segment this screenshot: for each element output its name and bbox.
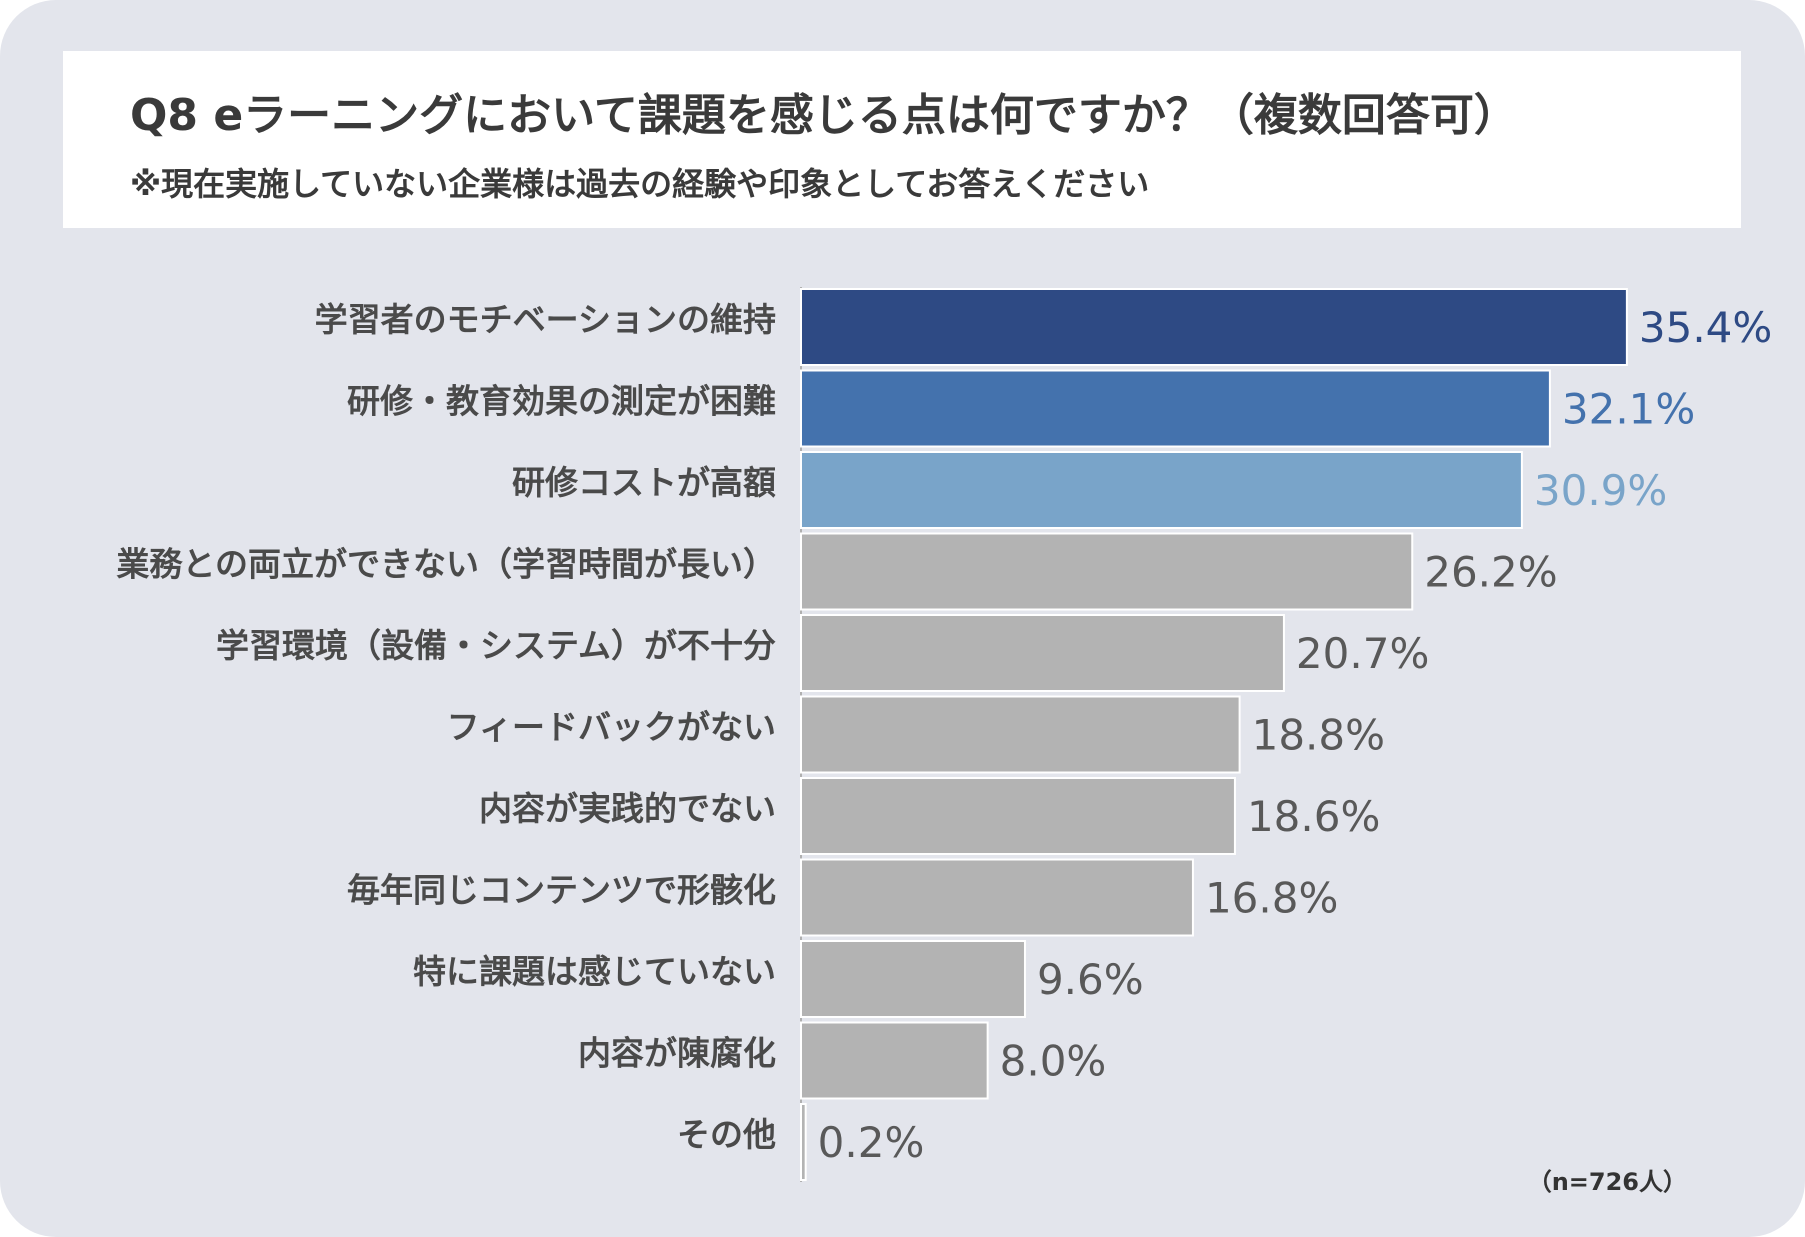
value-label-11: 0.2% [818, 1118, 925, 1167]
category-label-3: 研修コストが高額 [512, 463, 776, 502]
value-label-6: 18.8% [1252, 711, 1385, 760]
value-label-4: 26.2% [1424, 548, 1557, 597]
value-label-9: 9.6% [1037, 955, 1144, 1004]
bar-9 [800, 940, 1026, 1018]
category-label-2: 研修・教育効果の測定が困難 [347, 382, 776, 421]
bar-6 [800, 695, 1241, 774]
chart-subtitle: ※現在実施していない企業様は過去の経験や印象としてお答えください [130, 165, 1150, 203]
category-label-6: フィードバックがない [447, 708, 776, 747]
bar-11 [800, 1103, 807, 1181]
bar-3 [800, 451, 1523, 529]
category-label-11: その他 [677, 1115, 776, 1154]
value-label-1: 35.4% [1639, 303, 1772, 352]
bar-1 [800, 288, 1628, 366]
bar-7 [800, 777, 1236, 855]
value-label-2: 32.1% [1562, 385, 1695, 434]
bar-2 [800, 369, 1551, 448]
sample-size-note: （n=726人） [1527, 1168, 1687, 1196]
bar-5 [800, 614, 1285, 692]
value-label-3: 30.9% [1534, 466, 1667, 515]
category-label-10: 内容が陳腐化 [578, 1034, 776, 1073]
bar-4 [800, 532, 1414, 611]
category-label-9: 特に課題は感じていない [413, 952, 776, 991]
value-label-10: 8.0% [1000, 1037, 1107, 1086]
value-label-5: 20.7% [1296, 629, 1429, 678]
chart-title: Q8 eラーニングにおいて課題を感じる点は何ですか？（複数回答可） [130, 90, 1518, 141]
value-label-8: 16.8% [1205, 874, 1338, 923]
category-label-1: 学習者のモチベーションの維持 [315, 300, 776, 339]
category-label-4: 業務との両立ができない（学習時間が長い） [116, 545, 776, 584]
value-label-7: 18.6% [1247, 792, 1380, 841]
bar-8 [800, 858, 1194, 937]
category-label-7: 内容が実践的でない [479, 789, 776, 828]
bar-10 [800, 1021, 989, 1100]
category-label-8: 毎年同じコンテンツで形骸化 [347, 871, 776, 910]
chart-header: Q8 eラーニングにおいて課題を感じる点は何ですか？（複数回答可） ※現在実施し… [63, 51, 1741, 228]
category-label-5: 学習環境（設備・システム）が不十分 [216, 626, 776, 665]
